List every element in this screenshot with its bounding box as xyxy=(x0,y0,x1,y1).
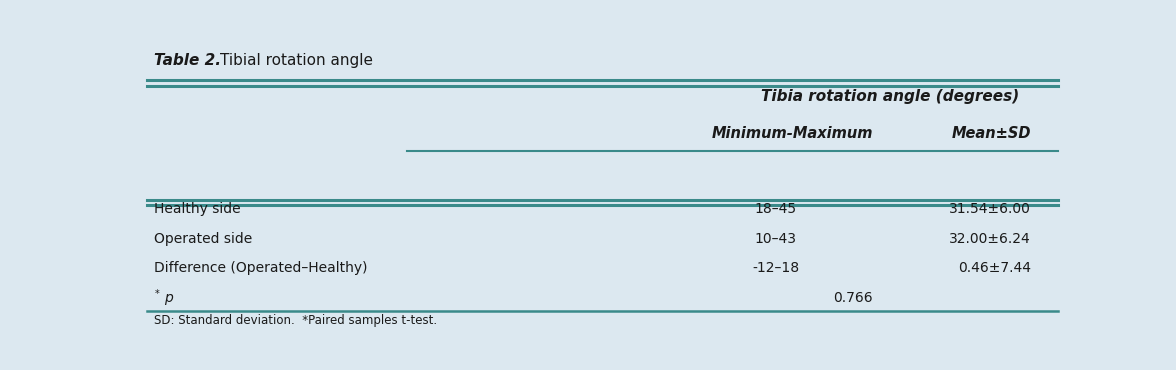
Text: Minimum-Maximum: Minimum-Maximum xyxy=(713,125,874,141)
Text: Tibial rotation angle: Tibial rotation angle xyxy=(220,53,373,68)
Text: Operated side: Operated side xyxy=(154,232,253,246)
Text: 18–45: 18–45 xyxy=(755,202,797,216)
Text: 32.00±6.24: 32.00±6.24 xyxy=(949,232,1031,246)
Text: 0.46±7.44: 0.46±7.44 xyxy=(958,262,1031,276)
Text: Tibia rotation angle (degrees): Tibia rotation angle (degrees) xyxy=(761,88,1018,104)
Text: -12–18: -12–18 xyxy=(753,262,800,276)
Text: Difference (Operated–Healthy): Difference (Operated–Healthy) xyxy=(154,262,368,276)
Text: 0.766: 0.766 xyxy=(834,292,873,305)
Text: Healthy side: Healthy side xyxy=(154,202,241,216)
Text: 31.54±6.00: 31.54±6.00 xyxy=(949,202,1031,216)
Text: Mean±SD: Mean±SD xyxy=(951,125,1031,141)
Text: SD: Standard deviation.  *Paired samples t-test.: SD: Standard deviation. *Paired samples … xyxy=(154,314,437,327)
Text: *: * xyxy=(154,289,159,299)
Text: 10–43: 10–43 xyxy=(755,232,797,246)
Text: p: p xyxy=(165,292,173,305)
Text: Table 2.: Table 2. xyxy=(154,53,221,68)
